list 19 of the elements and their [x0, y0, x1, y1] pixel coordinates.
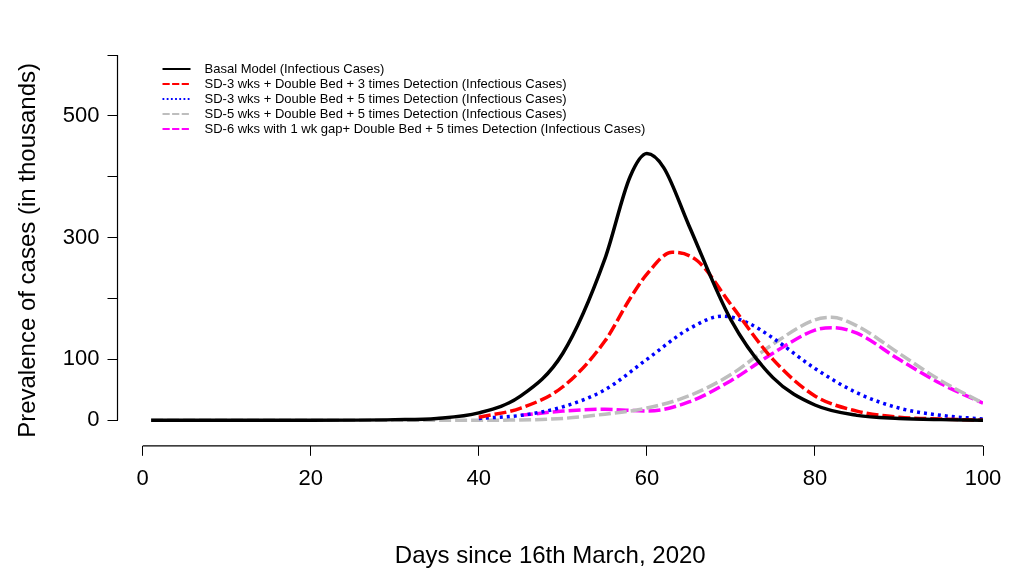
legend-label: SD-6 wks with 1 wk gap+ Double Bed + 5 times Detection (Infectious Cases): [204, 120, 646, 136]
x-tick-label: 40: [466, 465, 492, 491]
x-tick-label: 0: [136, 465, 149, 491]
y-tick-label: 300: [62, 223, 100, 249]
y-axis-title: Prevalence of cases (in thousands): [13, 62, 41, 438]
legend-label: SD-3 wks + Double Bed + 3 times Detection (Infectious Cases): [204, 75, 567, 91]
y-tick-label: 0: [87, 406, 100, 432]
y-tick-label: 100: [62, 345, 100, 371]
x-tick-label: 80: [802, 465, 828, 491]
line-series: [477, 314, 983, 421]
x-tick-label: 60: [634, 465, 660, 491]
legend-label: SD-3 wks + Double Bed + 5 times Detection (Infectious Cases): [204, 90, 567, 106]
y-tick-label: 500: [62, 101, 100, 127]
line-series: [149, 151, 983, 422]
x-tick-label: 20: [298, 465, 324, 491]
legend-label: SD-5 wks + Double Bed + 5 times Detection (Infectious Cases): [204, 105, 567, 121]
legend-label: Basal Model (Infectious Cases): [204, 60, 385, 76]
x-tick-label: 100: [964, 465, 1002, 491]
x-axis-title: Days since 16th March, 2020: [394, 541, 706, 569]
